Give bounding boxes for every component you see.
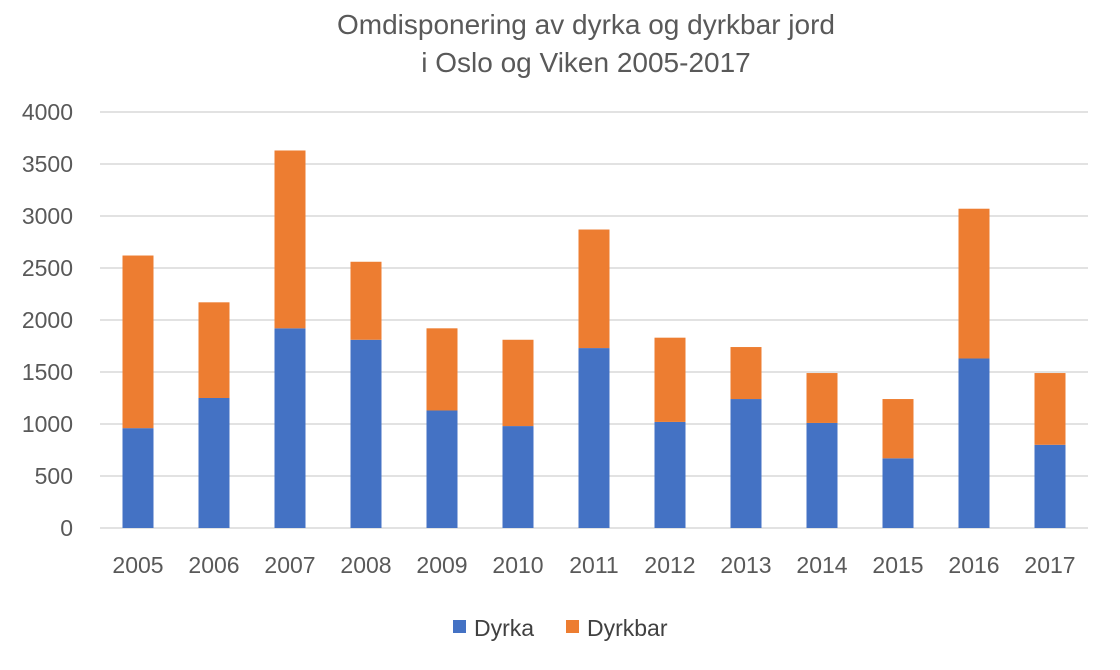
x-tick-label: 2007 [264,552,315,578]
legend-label-dyrkbar: Dyrkbar [587,615,668,641]
legend-swatch-dyrkbar [566,620,579,633]
bar-dyrkbar-2017 [1034,373,1066,445]
bar-dyrka-2017 [1034,444,1066,528]
x-tick-label: 2017 [1024,552,1075,578]
x-tick-label: 2012 [644,552,695,578]
bar-dyrkbar-2013 [730,347,762,400]
bar-dyrkbar-2011 [578,229,610,349]
bar-dyrkbar-2010 [502,339,534,427]
bar-dyrka-2013 [730,399,762,528]
bar-dyrkbar-2008 [350,261,382,340]
y-tick-label: 1500 [22,359,73,385]
bar-dyrkbar-2005 [122,255,154,429]
y-tick-label: 500 [35,463,73,489]
bar-dyrka-2014 [806,422,838,528]
bar-dyrkbar-2009 [426,328,458,411]
x-tick-label: 2005 [112,552,163,578]
x-tick-label: 2015 [872,552,923,578]
bar-dyrkbar-2007 [274,150,306,329]
chart-title: Omdisponering av dyrka og dyrkbar jord i… [0,6,1120,82]
bar-dyrka-2012 [654,421,686,528]
x-tick-label: 2016 [948,552,999,578]
bar-dyrka-2015 [882,458,914,528]
bar-dyrkbar-2016 [958,208,990,359]
bar-dyrkbar-2015 [882,399,914,459]
y-tick-label: 4000 [22,99,73,125]
y-tick-label: 2500 [22,255,73,281]
bar-dyrka-2016 [958,358,990,528]
y-tick-label: 1000 [22,411,73,437]
chart-title-line-2: i Oslo og Viken 2005-2017 [421,47,751,78]
bar-dyrka-2011 [578,348,610,528]
bar-dyrka-2007 [274,328,306,528]
bar-dyrka-2010 [502,426,534,528]
y-tick-label: 0 [60,515,73,541]
legend-label-dyrka: Dyrka [474,615,534,641]
bar-dyrkbar-2014 [806,373,838,423]
bar-dyrkbar-2012 [654,337,686,422]
x-tick-label: 2009 [416,552,467,578]
bar-dyrka-2006 [198,398,230,528]
bar-dyrka-2009 [426,410,458,528]
y-tick-label: 3000 [22,203,73,229]
x-tick-label: 2011 [569,552,618,578]
x-tick-label: 2010 [492,552,543,578]
y-tick-label: 3500 [22,151,73,177]
bar-dyrka-2005 [122,428,154,528]
x-tick-label: 2014 [796,552,847,578]
y-tick-label: 2000 [22,307,73,333]
chart-title-line-1: Omdisponering av dyrka og dyrkbar jord [336,9,835,40]
x-tick-label: 2013 [720,552,771,578]
bar-dyrka-2008 [350,339,382,528]
bar-dyrkbar-2006 [198,302,230,398]
legend-swatch-dyrka [453,620,466,633]
x-tick-label: 2008 [340,552,391,578]
x-tick-label: 2006 [188,552,239,578]
